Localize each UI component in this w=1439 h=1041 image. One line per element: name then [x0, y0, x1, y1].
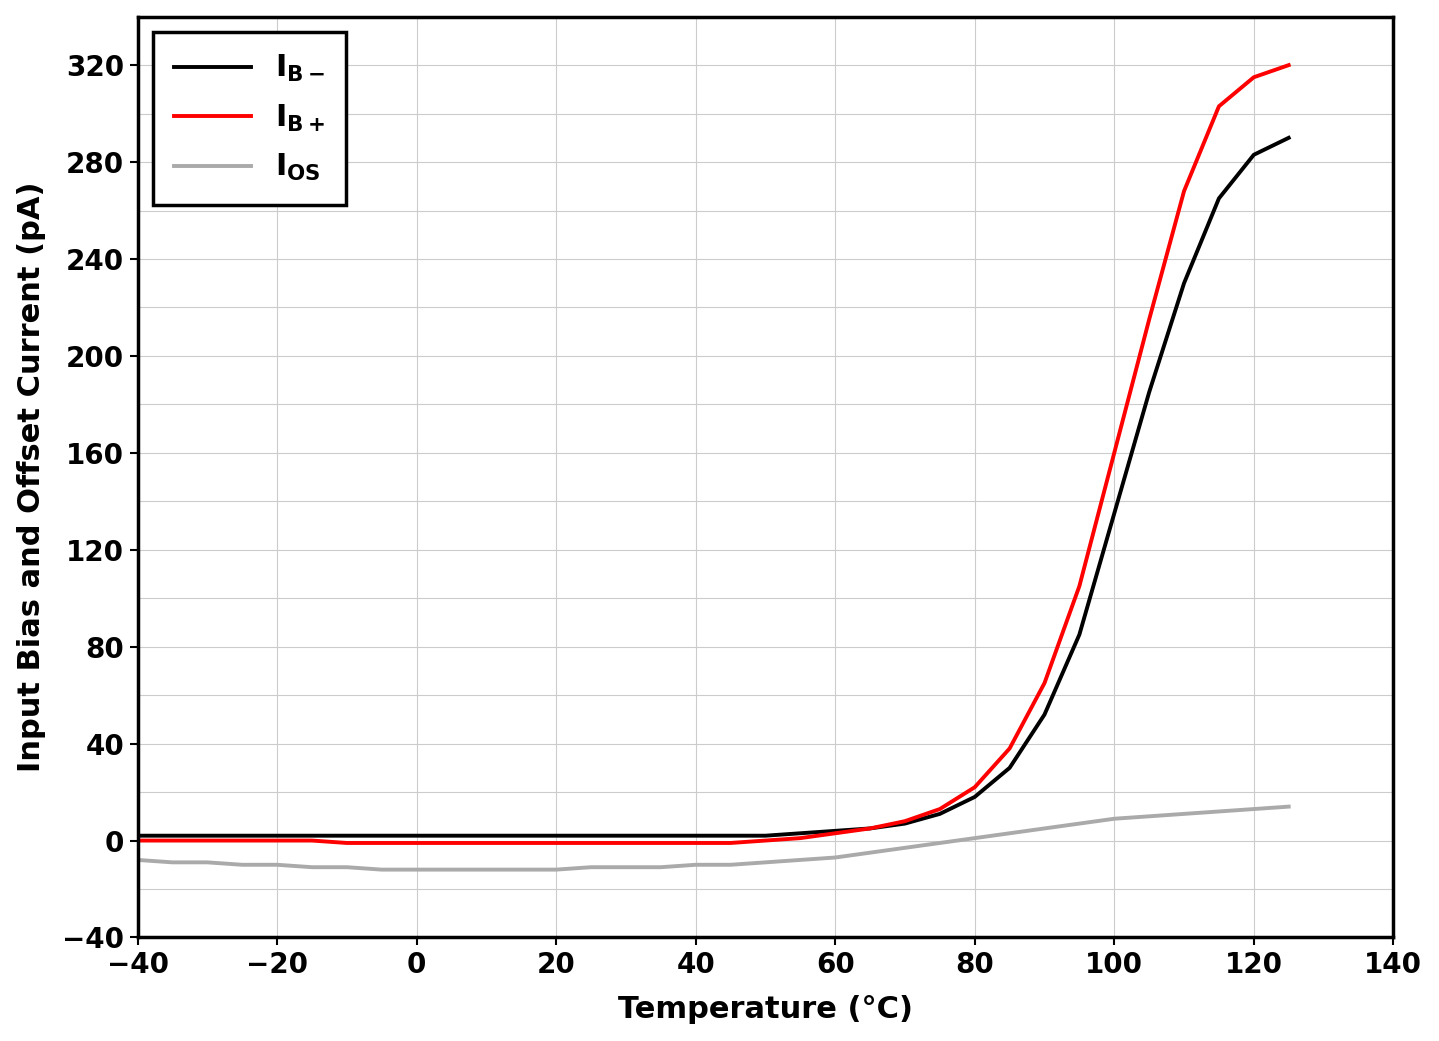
Y-axis label: Input Bias and Offset Current (pA): Input Bias and Offset Current (pA)	[17, 182, 46, 772]
X-axis label: Temperature (°C): Temperature (°C)	[617, 995, 912, 1024]
Legend: $\mathregular{I_{B-}}$, $\mathregular{I_{B+}}$, $\mathregular{I_{OS}}$: $\mathregular{I_{B-}}$, $\mathregular{I_…	[153, 32, 347, 205]
